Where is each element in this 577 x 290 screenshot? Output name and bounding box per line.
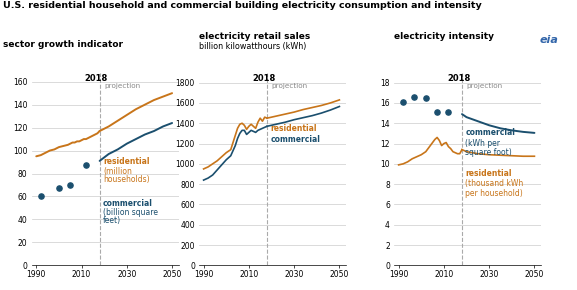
Text: (thousand kWh: (thousand kWh: [466, 179, 524, 188]
Text: projection: projection: [104, 83, 140, 89]
Text: residential: residential: [466, 169, 512, 178]
Text: (billion square: (billion square: [103, 208, 158, 217]
Text: 2018: 2018: [85, 74, 108, 83]
Text: (kWh per: (kWh per: [466, 139, 500, 148]
Text: commercial: commercial: [466, 128, 515, 137]
Text: feet): feet): [103, 216, 121, 225]
Text: electricity intensity: electricity intensity: [394, 32, 494, 41]
Text: projection: projection: [467, 83, 503, 89]
Text: 2018: 2018: [447, 74, 470, 83]
Text: commercial: commercial: [103, 199, 153, 208]
Text: households): households): [103, 175, 149, 184]
Point: [399, 100, 408, 104]
Point: [36, 194, 46, 199]
Text: square foot): square foot): [466, 148, 512, 157]
Text: sector growth indicator: sector growth indicator: [3, 40, 123, 49]
Text: 2018: 2018: [252, 74, 275, 83]
Point: [444, 110, 453, 115]
Point: [421, 96, 430, 100]
Text: billion kilowatthours (kWh): billion kilowatthours (kWh): [199, 42, 306, 51]
Text: residential: residential: [271, 124, 317, 133]
Point: [66, 183, 75, 187]
Text: (million: (million: [103, 166, 132, 175]
Text: residential: residential: [103, 157, 149, 166]
Point: [54, 186, 63, 191]
Point: [410, 95, 419, 99]
Text: electricity retail sales: electricity retail sales: [199, 32, 310, 41]
Text: projection: projection: [272, 83, 308, 89]
Point: [81, 163, 91, 168]
Text: U.S. residential household and commercial building electricity consumption and i: U.S. residential household and commercia…: [3, 1, 482, 10]
Text: per household): per household): [466, 189, 523, 198]
Text: eia: eia: [539, 35, 559, 45]
Point: [433, 110, 442, 115]
Text: commercial: commercial: [271, 135, 320, 144]
